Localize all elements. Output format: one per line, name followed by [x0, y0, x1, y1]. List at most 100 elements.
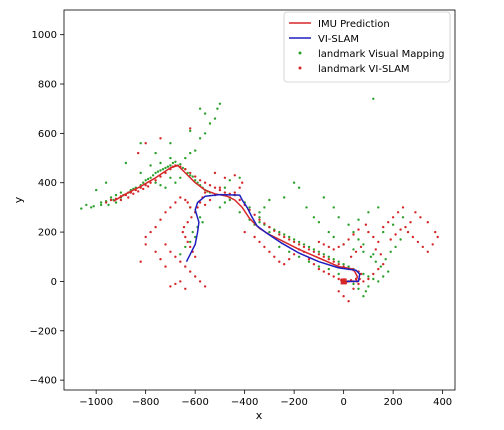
series-line — [113, 164, 359, 283]
data-point — [377, 206, 380, 209]
x-tick-label: −200 — [280, 397, 307, 408]
data-point — [332, 235, 335, 239]
data-point — [362, 295, 365, 298]
data-point — [337, 290, 340, 293]
data-point — [114, 193, 118, 197]
x-tick-label: 200 — [384, 397, 403, 408]
data-point — [233, 191, 236, 194]
data-point — [337, 260, 340, 263]
data-point — [184, 287, 187, 290]
data-point — [332, 275, 335, 278]
data-point — [99, 203, 103, 207]
data-point — [85, 203, 88, 207]
data-point — [164, 186, 167, 189]
data-point — [169, 156, 172, 160]
data-point — [194, 255, 197, 258]
data-point — [166, 165, 170, 168]
data-point — [283, 233, 286, 236]
data-point — [414, 211, 417, 214]
data-point — [322, 253, 325, 256]
data-point — [354, 250, 358, 253]
data-point — [322, 243, 325, 246]
data-point — [409, 221, 412, 224]
data-point — [179, 253, 182, 256]
data-point — [268, 230, 271, 234]
data-point — [174, 201, 177, 204]
data-point — [139, 260, 142, 263]
data-point — [198, 137, 202, 140]
data-point — [238, 198, 241, 202]
data-point — [191, 175, 194, 178]
data-point — [184, 235, 187, 239]
data-point — [99, 201, 103, 204]
data-point — [357, 238, 360, 241]
data-point — [179, 260, 182, 263]
data-point — [154, 179, 157, 182]
data-point — [352, 230, 355, 234]
data-point — [218, 186, 222, 189]
data-point — [362, 280, 365, 283]
data-point — [327, 267, 330, 271]
data-point — [146, 185, 150, 188]
data-point — [218, 188, 222, 192]
data-point — [283, 263, 286, 266]
data-point — [238, 186, 241, 189]
data-point — [144, 235, 147, 239]
data-point — [401, 206, 405, 209]
data-point — [357, 282, 360, 286]
data-point — [369, 255, 373, 258]
data-point — [263, 245, 266, 249]
start-marker — [340, 278, 347, 285]
data-point — [362, 250, 365, 253]
data-point — [159, 184, 162, 187]
data-point — [342, 243, 345, 246]
data-point — [426, 221, 429, 224]
data-point — [241, 181, 244, 184]
data-point — [374, 248, 377, 251]
data-point — [203, 181, 207, 184]
data-point — [243, 230, 246, 234]
data-point — [189, 171, 192, 175]
data-point — [144, 243, 147, 246]
legend-label-landmark-vi-slam: landmark VI-SLAM — [318, 64, 410, 75]
data-point — [184, 198, 187, 202]
data-point — [406, 230, 410, 234]
data-point — [389, 238, 392, 241]
data-point — [238, 176, 241, 179]
data-point — [362, 272, 365, 276]
data-point — [154, 250, 157, 253]
data-point — [349, 255, 353, 258]
data-point — [357, 228, 360, 231]
data-point — [297, 240, 301, 244]
data-point — [151, 174, 155, 177]
data-point — [154, 151, 157, 155]
data-point — [194, 149, 197, 152]
data-point — [394, 233, 397, 236]
data-point — [322, 255, 325, 258]
data-point — [273, 229, 276, 232]
data-point — [253, 235, 256, 239]
data-point — [203, 191, 207, 194]
data-point — [372, 277, 375, 281]
data-point — [317, 253, 321, 256]
legend-label-landmark-visual-mapping: landmark Visual Mapping — [318, 49, 445, 60]
data-point — [189, 129, 192, 133]
data-point — [288, 235, 291, 239]
data-point — [137, 151, 140, 155]
data-point — [382, 275, 385, 278]
data-point — [139, 171, 142, 175]
data-point — [372, 235, 375, 239]
data-point — [359, 245, 363, 249]
data-point — [317, 265, 321, 268]
data-point — [352, 287, 355, 290]
data-point — [396, 211, 400, 214]
data-point — [194, 175, 197, 178]
data-point — [159, 161, 162, 165]
data-point — [317, 240, 321, 244]
data-point — [142, 181, 145, 184]
data-point — [159, 137, 162, 140]
data-point — [189, 206, 192, 209]
data-point — [124, 161, 128, 165]
data-point — [292, 238, 296, 241]
x-tick-label: 400 — [433, 397, 452, 408]
